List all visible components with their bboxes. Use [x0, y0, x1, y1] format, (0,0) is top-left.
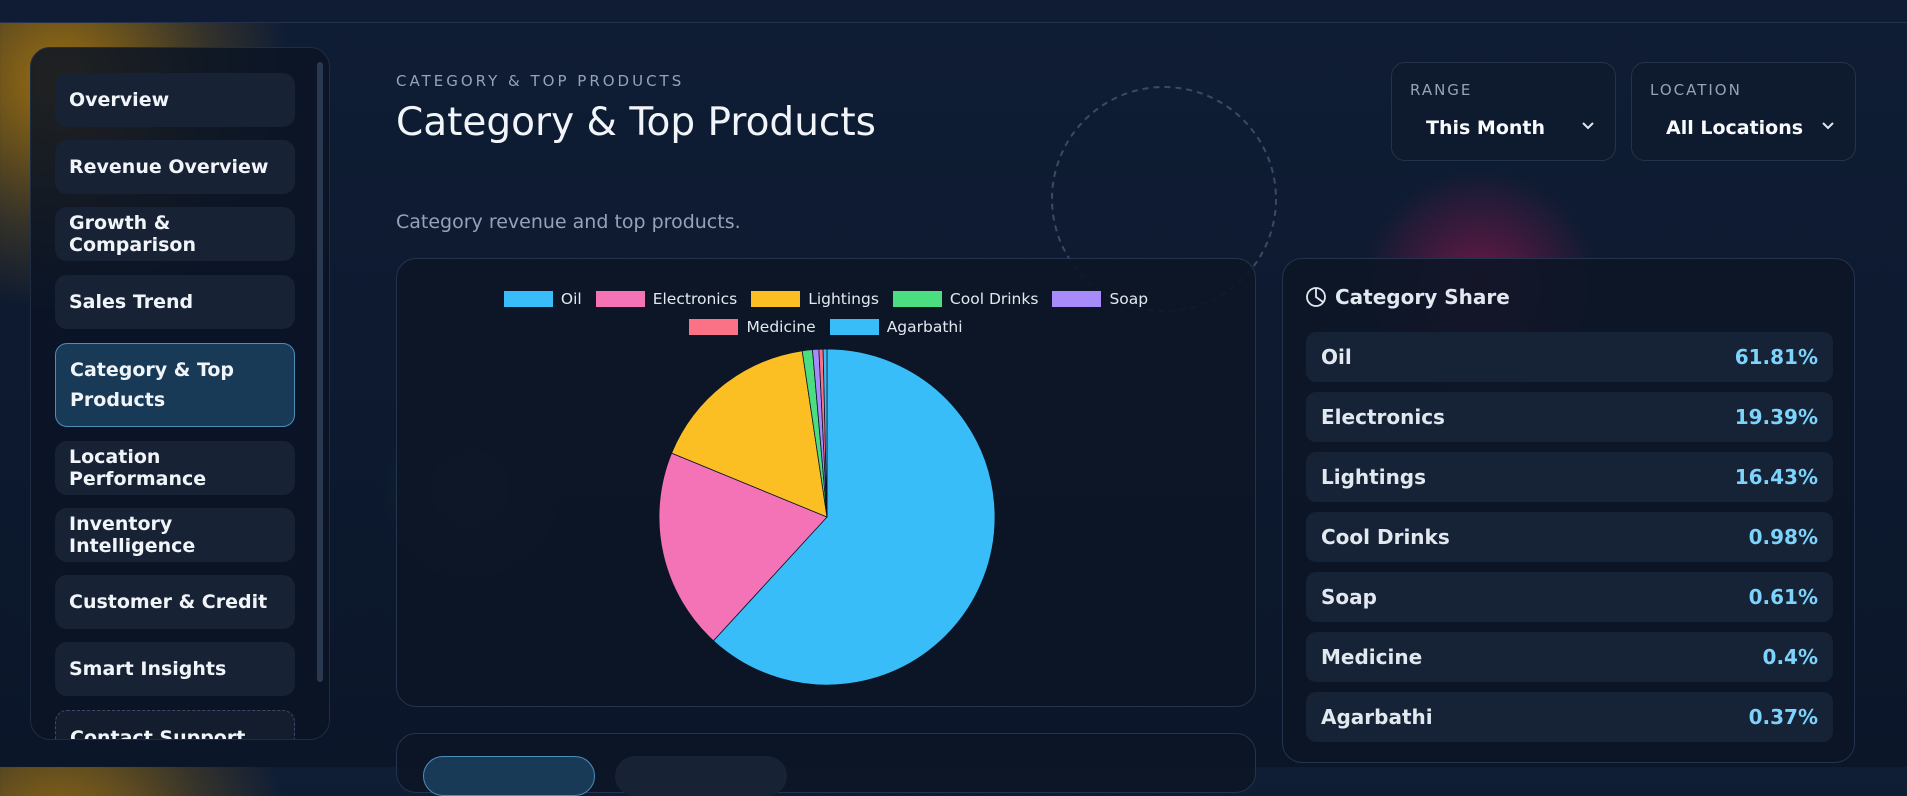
page-title: Category & Top Products: [396, 100, 876, 145]
decor-circle: [1051, 86, 1277, 312]
share-percent: 19.39%: [1734, 405, 1818, 429]
share-name: Electronics: [1321, 405, 1445, 429]
pie-slice: [712, 348, 996, 686]
legend-item: Medicine: [689, 317, 816, 337]
share-percent: 61.81%: [1734, 345, 1818, 369]
nav-item-active[interactable]: Category & Top Products: [55, 343, 295, 427]
tab[interactable]: [423, 756, 595, 796]
legend-label: Electronics: [652, 290, 738, 308]
pie-slice: [671, 350, 828, 518]
pie-chart: [658, 348, 996, 686]
panel-title: Category Share: [1335, 285, 1510, 309]
legend-label: Cool Drinks: [949, 290, 1039, 308]
eyebrow: CATEGORY & TOP PRODUCTS: [396, 72, 685, 90]
share-name: Lightings: [1321, 465, 1427, 489]
filter-label: LOCATION: [1650, 81, 1742, 99]
share-row: Lightings 16.43%: [1306, 452, 1833, 502]
legend-label: Medicine: [746, 318, 816, 336]
pie-icon: [1306, 287, 1326, 307]
legend-item: Oil: [503, 289, 582, 309]
nav-item[interactable]: Sales Trend: [55, 275, 295, 329]
legend: Oil Electronics Lightings Cool Drinks Soap Me…: [446, 289, 1206, 337]
share-name: Cool Drinks: [1321, 525, 1450, 549]
share-name: Agarbathi: [1321, 705, 1433, 729]
nav-item[interactable]: Inventory Intelligence: [55, 508, 295, 562]
filter-label: RANGE: [1410, 81, 1473, 99]
share-name: Oil: [1321, 345, 1352, 369]
share-row: Cool Drinks 0.98%: [1306, 512, 1833, 562]
share-row: Medicine 0.4%: [1306, 632, 1833, 682]
nav-item[interactable]: Overview: [55, 73, 295, 127]
pie-slice: [822, 348, 828, 518]
legend-item: Agarbathi: [829, 317, 963, 337]
share-percent: 0.4%: [1762, 645, 1818, 669]
legend-label: Lightings: [808, 290, 879, 308]
legend-swatch: [1052, 291, 1102, 307]
legend-item: Soap: [1052, 289, 1148, 309]
share-row: Agarbathi 0.37%: [1306, 692, 1833, 742]
legend-label: Soap: [1109, 290, 1149, 308]
legend-swatch: [503, 291, 553, 307]
chart-card: Oil Electronics Lightings Cool Drinks Soap Me…: [396, 258, 1256, 707]
legend-swatch: [892, 291, 942, 307]
tab[interactable]: [615, 756, 787, 796]
share-percent: 0.37%: [1748, 705, 1818, 729]
legend-item: Cool Drinks: [892, 289, 1039, 309]
legend-label: Agarbathi: [886, 318, 963, 336]
sidebar: Overview Revenue Overview Growth & Compa…: [30, 47, 330, 740]
filter-value: All Locations: [1666, 117, 1804, 139]
legend-item: Electronics: [595, 289, 738, 309]
products-card: [396, 733, 1256, 796]
share-row: Electronics 19.39%: [1306, 392, 1833, 442]
location-filter[interactable]: LOCATION All Locations: [1631, 62, 1856, 161]
share-row: Oil 61.81%: [1306, 332, 1833, 382]
share-row: Soap 0.61%: [1306, 572, 1833, 622]
filter-value: This Month: [1426, 117, 1546, 139]
chevron: [1822, 122, 1834, 130]
subtitle: Category revenue and top products.: [396, 211, 741, 233]
legend-swatch: [751, 291, 801, 307]
nav-item[interactable]: Contact Support: [55, 710, 295, 739]
top-bar: [0, 0, 1907, 23]
legend-swatch: [829, 319, 879, 335]
share-name: Soap: [1321, 585, 1377, 609]
share-percent: 0.61%: [1748, 585, 1818, 609]
chevron: [1582, 122, 1594, 130]
share-card: Category Share Oil 61.81% Electronics 19.39…: [1282, 258, 1855, 763]
share-name: Medicine: [1321, 645, 1423, 669]
legend-swatch: [595, 291, 645, 307]
share-percent: 16.43%: [1734, 465, 1818, 489]
nav-item[interactable]: Smart Insights: [55, 642, 295, 696]
share-percent: 0.98%: [1748, 525, 1818, 549]
range-filter[interactable]: RANGE This Month: [1391, 62, 1616, 161]
legend-label: Oil: [560, 290, 582, 308]
scrollbar[interactable]: [317, 62, 323, 682]
nav-item[interactable]: Customer & Credit: [55, 575, 295, 629]
legend-item: Lightings: [751, 289, 879, 309]
nav-item[interactable]: Growth & Comparison: [55, 207, 295, 261]
nav-item[interactable]: Revenue Overview: [55, 140, 295, 194]
nav-item[interactable]: Location Performance: [55, 441, 295, 495]
legend-swatch: [689, 319, 739, 335]
